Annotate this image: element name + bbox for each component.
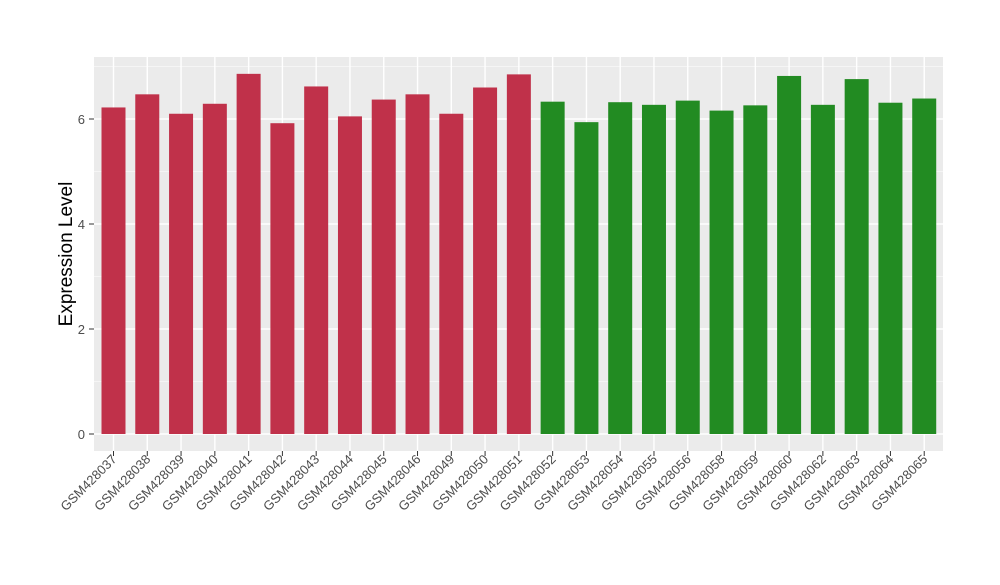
y-tick-label: 6	[78, 112, 85, 127]
y-tick-label: 2	[78, 322, 85, 337]
y-axis: 0 2 4 6	[78, 112, 94, 442]
bar-GSM428041	[236, 73, 261, 434]
bar-GSM428042	[270, 123, 295, 434]
bar-GSM428040	[202, 103, 227, 435]
bar-GSM428050	[473, 87, 498, 434]
bar-GSM428044	[337, 116, 362, 434]
bar-GSM428045	[371, 99, 396, 434]
bar-GSM428046	[405, 94, 430, 434]
bar-GSM428062	[810, 104, 835, 434]
y-axis-title: Expression Level	[56, 182, 77, 327]
bars-layer	[101, 73, 937, 435]
bar-GSM428037	[101, 107, 126, 434]
bar-GSM428038	[135, 94, 160, 434]
x-axis: GSM428037GSM428038GSM428039GSM428040GSM4…	[57, 451, 930, 514]
bar-GSM428059	[743, 105, 768, 434]
y-tick-label: 0	[78, 427, 85, 442]
bar-GSM428052	[540, 101, 565, 435]
bar-GSM428058	[709, 110, 734, 434]
bar-GSM428064	[878, 102, 903, 434]
bar-GSM428065	[912, 98, 937, 435]
bar-GSM428056	[675, 100, 700, 434]
bar-GSM428039	[169, 113, 194, 434]
y-tick-label: 4	[78, 217, 85, 232]
bar-GSM428055	[641, 104, 666, 434]
bar-GSM428053	[574, 122, 599, 435]
bar-GSM428049	[439, 113, 464, 434]
bar-GSM428060	[777, 75, 802, 434]
bar-GSM428063	[844, 79, 869, 434]
bar-GSM428051	[506, 74, 531, 434]
bar-GSM428043	[304, 86, 329, 434]
bar-GSM428054	[608, 102, 633, 434]
